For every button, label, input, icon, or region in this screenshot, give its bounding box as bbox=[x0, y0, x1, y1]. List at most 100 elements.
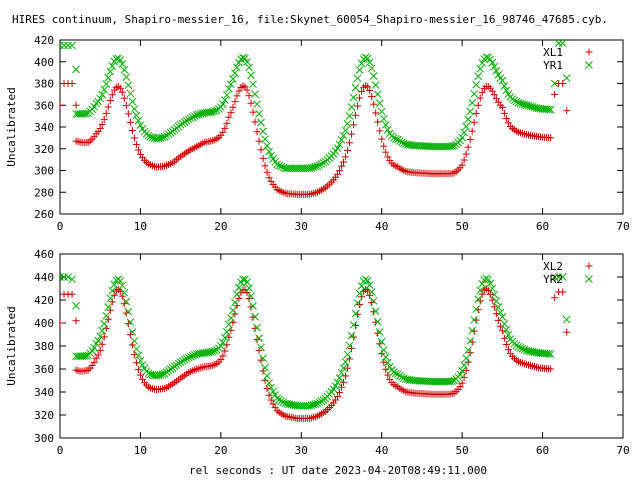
data-point bbox=[134, 146, 142, 154]
x-tick-label: 70 bbox=[616, 220, 629, 233]
data-point bbox=[118, 60, 127, 68]
data-point bbox=[338, 162, 345, 170]
data-point bbox=[136, 371, 144, 379]
data-point bbox=[458, 161, 466, 169]
points-layer bbox=[60, 273, 571, 422]
series-xl1 bbox=[60, 80, 571, 198]
data-point bbox=[158, 133, 167, 142]
data-point bbox=[470, 89, 479, 98]
data-point bbox=[90, 358, 98, 366]
data-point bbox=[484, 275, 493, 284]
data-point bbox=[333, 170, 341, 178]
data-point bbox=[356, 94, 364, 102]
x-tick-label: 70 bbox=[616, 444, 629, 457]
data-point bbox=[468, 326, 477, 335]
data-point bbox=[375, 328, 384, 336]
data-point bbox=[490, 91, 498, 99]
data-point bbox=[345, 112, 354, 120]
data-point bbox=[347, 331, 356, 340]
data-point bbox=[128, 126, 136, 134]
x-tick-label: 20 bbox=[214, 220, 227, 233]
data-point bbox=[315, 398, 324, 407]
data-point bbox=[120, 66, 129, 74]
data-point bbox=[247, 303, 255, 311]
data-point bbox=[562, 315, 571, 324]
data-point bbox=[130, 351, 138, 359]
data-point bbox=[551, 90, 559, 98]
data-point bbox=[219, 100, 227, 108]
data-point bbox=[500, 320, 509, 328]
data-point bbox=[380, 142, 388, 150]
data-point bbox=[391, 135, 400, 143]
data-point bbox=[96, 332, 105, 341]
data-point bbox=[333, 144, 342, 152]
x-tick-label: 0 bbox=[57, 220, 64, 233]
x-tick-label: 0 bbox=[57, 444, 64, 457]
data-point bbox=[355, 66, 364, 74]
data-point bbox=[377, 107, 386, 116]
data-point bbox=[391, 369, 400, 378]
data-point bbox=[134, 116, 143, 125]
data-point bbox=[132, 111, 141, 120]
data-point bbox=[472, 110, 480, 118]
data-point bbox=[233, 290, 241, 299]
data-point bbox=[486, 279, 495, 288]
data-point bbox=[144, 369, 153, 378]
x-tick-label: 10 bbox=[134, 444, 147, 457]
data-point bbox=[120, 288, 129, 297]
data-point bbox=[500, 334, 508, 342]
data-point bbox=[265, 147, 273, 156]
data-point bbox=[249, 108, 257, 116]
series-yr1 bbox=[60, 40, 571, 173]
data-point bbox=[492, 297, 501, 305]
data-point bbox=[498, 327, 506, 335]
data-point bbox=[263, 168, 271, 176]
data-point bbox=[460, 361, 469, 369]
data-point bbox=[223, 91, 231, 99]
data-point bbox=[126, 118, 134, 126]
data-point bbox=[378, 135, 386, 143]
data-point bbox=[249, 80, 257, 89]
data-point bbox=[351, 309, 360, 318]
data-point bbox=[120, 94, 128, 102]
data-point bbox=[311, 162, 320, 171]
y-tick-label: 380 bbox=[34, 340, 54, 353]
data-point bbox=[342, 153, 350, 161]
data-point bbox=[229, 306, 237, 315]
data-point bbox=[136, 356, 145, 365]
data-point bbox=[559, 80, 567, 87]
x-tick-label: 10 bbox=[134, 220, 147, 233]
data-point bbox=[221, 96, 229, 104]
y-tick-label: 400 bbox=[34, 56, 54, 69]
data-point bbox=[344, 146, 352, 154]
data-point bbox=[563, 328, 571, 336]
data-point bbox=[382, 148, 390, 156]
data-point bbox=[490, 303, 498, 311]
y-tick-label: 420 bbox=[34, 294, 54, 307]
data-point bbox=[82, 109, 90, 118]
data-point bbox=[368, 93, 376, 101]
data-point bbox=[466, 107, 475, 116]
data-point bbox=[277, 162, 286, 171]
data-point bbox=[313, 399, 322, 408]
data-point bbox=[488, 284, 497, 293]
data-point bbox=[233, 92, 241, 100]
data-point bbox=[365, 58, 374, 67]
data-point bbox=[397, 373, 406, 381]
data-point bbox=[176, 358, 185, 366]
data-point bbox=[373, 317, 382, 326]
data-point bbox=[100, 333, 108, 341]
x-tick-label: 50 bbox=[456, 444, 469, 457]
data-point bbox=[210, 347, 219, 355]
y-tick-label: 300 bbox=[34, 165, 54, 178]
data-point bbox=[106, 306, 114, 314]
data-point bbox=[184, 353, 193, 362]
data-point bbox=[383, 358, 392, 367]
data-point bbox=[108, 286, 117, 295]
data-point bbox=[350, 121, 358, 129]
data-point bbox=[488, 87, 496, 95]
x-tick-label: 20 bbox=[214, 444, 227, 457]
data-point bbox=[188, 351, 197, 360]
data-point bbox=[468, 99, 477, 107]
data-point bbox=[399, 374, 408, 383]
